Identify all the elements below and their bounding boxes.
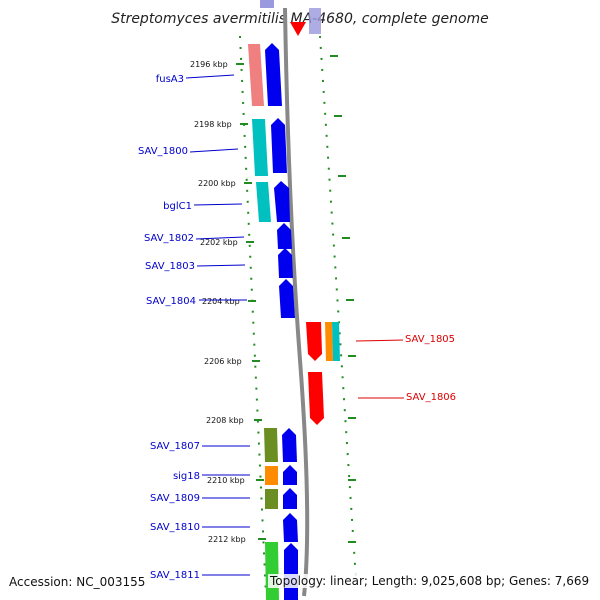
leader-SAV_1800 [189, 148, 239, 153]
genome-backbone [283, 7, 310, 597]
scale-label-2200: 2200 kbp [198, 179, 236, 188]
gene-partial-red [290, 22, 306, 36]
leader-bglC1 [193, 203, 243, 206]
gene-label-SAV_1807[interactable]: SAV_1807 [150, 441, 200, 452]
gene-fusA3-block [248, 44, 264, 106]
gene-SAV_1809-block [265, 489, 278, 509]
gene-label-SAV_1810[interactable]: SAV_1810 [150, 522, 200, 533]
scale-labels: 2196 kbp 2198 kbp 2200 kbp 2202 kbp 2204… [190, 60, 266, 544]
gene-label-lines [185, 74, 404, 576]
right-ruler-dashes [330, 55, 356, 543]
gene-bglC1-arrow [274, 181, 290, 222]
gene-SAV_1803-arrow [278, 248, 293, 278]
scale-label-2202: 2202 kbp [200, 238, 238, 247]
genome-title: Streptomyces avermitilis MA-4680, comple… [111, 11, 489, 27]
gene-SAV_1805-arrow [306, 322, 322, 361]
gene-labels: fusA3 SAV_1800 bglC1 SAV_1802 SAV_1803 S… [138, 74, 456, 581]
gene-partial-lavender-right [309, 8, 321, 34]
gene-SAV_1805-cyan-block [332, 322, 340, 361]
gene-SAV_1804-arrow [279, 279, 295, 318]
gene-partial-lavender [260, 0, 274, 8]
gene-label-SAV_1806[interactable]: SAV_1806 [406, 392, 456, 403]
scale-label-2210: 2210 kbp [207, 476, 245, 485]
gene-SAV_1806-arrow [308, 372, 324, 425]
accession-label: Accession: NC_003155 [9, 575, 146, 589]
scale-label-2212: 2212 kbp [208, 535, 246, 544]
gene-SAV_1807-arrow [282, 428, 297, 462]
gene-label-fusA3[interactable]: fusA3 [156, 74, 184, 85]
gene-SAV_1802-arrow [277, 223, 292, 249]
gene-label-SAV_1809[interactable]: SAV_1809 [150, 493, 200, 504]
gene-SAV_1811-arrow [284, 543, 298, 600]
gene-label-SAV_1805[interactable]: SAV_1805 [405, 334, 455, 345]
gene-SAV_1811-block [265, 542, 279, 600]
gene-sig18-block [265, 466, 278, 485]
gene-SAV_1810-arrow [283, 513, 298, 542]
scale-label-2204: 2204 kbp [202, 297, 240, 306]
top-partial-genes [260, 0, 321, 36]
topology-label: Topology: linear; Length: 9,025,608 bp; … [268, 574, 592, 588]
scale-label-2196: 2196 kbp [190, 60, 228, 69]
gene-SAV_1809-arrow [283, 488, 297, 509]
leader-SAV_1803 [196, 264, 246, 267]
gene-label-SAV_1800[interactable]: SAV_1800 [138, 146, 188, 157]
gene-fusA3-arrow [265, 43, 282, 106]
gene-SAV_1800-block [252, 119, 268, 176]
gene-sig18-arrow [283, 465, 297, 485]
gene-label-SAV_1802[interactable]: SAV_1802 [144, 233, 194, 244]
gene-SAV_1805-orange-block [325, 322, 333, 361]
leader-SAV_1805 [355, 339, 404, 342]
leader-fusA3 [185, 74, 235, 79]
gene-label-SAV_1804[interactable]: SAV_1804 [146, 296, 196, 307]
gene-label-sig18[interactable]: sig18 [173, 471, 200, 482]
gene-SAV_1807-block [264, 428, 278, 462]
right-ruler-ticks [319, 35, 357, 581]
gene-bglC1-block [256, 182, 271, 222]
gene-label-SAV_1811[interactable]: SAV_1811 [150, 570, 200, 581]
scale-label-2208: 2208 kbp [206, 416, 244, 425]
gene-blocks [248, 43, 340, 600]
gene-label-bglC1[interactable]: bglC1 [163, 201, 192, 212]
gene-SAV_1800-arrow [271, 118, 287, 173]
leader-SAV_1802 [195, 236, 245, 240]
scale-label-2206: 2206 kbp [204, 357, 242, 366]
gene-label-SAV_1803[interactable]: SAV_1803 [145, 261, 195, 272]
scale-label-2198: 2198 kbp [194, 120, 232, 129]
